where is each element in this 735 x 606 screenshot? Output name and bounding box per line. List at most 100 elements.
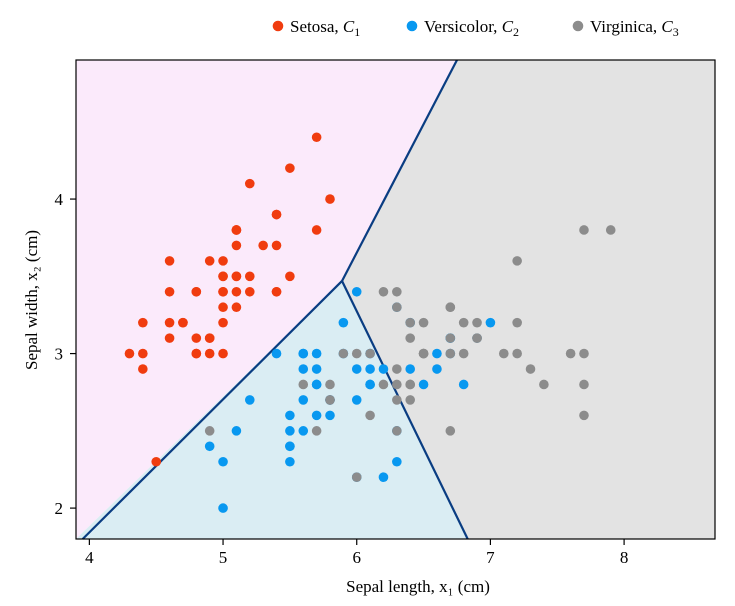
point-class-1 [231, 225, 242, 235]
point-class-3 [445, 426, 456, 436]
point-class-3 [512, 317, 522, 328]
point-class-1 [151, 456, 162, 467]
point-class-3 [392, 286, 402, 297]
point-class-2 [311, 348, 322, 359]
point-class-3 [351, 348, 362, 359]
point-class-3 [405, 379, 416, 390]
point-class-1 [164, 317, 175, 328]
legend-label: Virginica, C3 [590, 17, 679, 39]
x-tick-label: 7 [486, 548, 495, 567]
point-class-3 [579, 379, 589, 390]
point-class-3 [204, 426, 215, 436]
point-class-3 [378, 286, 389, 297]
point-class-2 [485, 317, 496, 328]
legend-label: Setosa, C1 [290, 17, 360, 39]
point-class-1 [178, 317, 188, 328]
point-class-3 [392, 379, 402, 390]
point-class-1 [164, 286, 175, 297]
point-class-2 [311, 379, 322, 390]
legend-label: Versicolor, C2 [424, 17, 519, 39]
point-class-3 [498, 348, 509, 359]
point-class-1 [191, 333, 202, 343]
point-class-1 [231, 240, 242, 251]
point-class-1 [271, 286, 282, 297]
point-class-3 [512, 256, 522, 266]
point-class-2 [432, 348, 442, 359]
x-axis-title: Sepal length, x₁ (cm) [346, 577, 490, 596]
point-class-2 [338, 317, 349, 328]
x-tick-label: 4 [85, 548, 94, 567]
plot-frame [75, 59, 716, 540]
point-class-2 [311, 364, 322, 374]
point-class-1 [164, 333, 175, 343]
y-axis: 2 3 4 [55, 190, 76, 518]
legend-marker [572, 20, 584, 32]
point-class-3 [579, 410, 589, 421]
legend-marker [272, 20, 284, 32]
point-class-1 [218, 286, 228, 297]
point-class-2 [285, 441, 295, 452]
point-class-2 [378, 472, 389, 482]
point-class-2 [231, 426, 242, 436]
point-class-3 [539, 379, 549, 390]
point-class-2 [351, 395, 362, 405]
point-class-3 [405, 317, 416, 328]
point-class-1 [138, 364, 148, 374]
point-class-2 [298, 348, 309, 359]
point-class-1 [325, 194, 335, 204]
point-class-1 [244, 286, 255, 297]
point-class-1 [285, 163, 295, 173]
point-class-3 [472, 317, 482, 328]
point-class-2 [458, 379, 469, 390]
decision-boundaries [81, 59, 469, 540]
point-class-3 [445, 348, 456, 359]
point-class-3 [579, 225, 589, 235]
point-class-1 [218, 348, 228, 359]
point-class-2 [392, 456, 402, 467]
point-class-1 [271, 240, 282, 251]
point-class-1 [244, 178, 255, 189]
point-class-3 [418, 348, 429, 359]
point-class-3 [298, 379, 309, 390]
point-class-2 [298, 395, 309, 405]
point-class-1 [311, 225, 322, 235]
point-class-2 [351, 286, 362, 297]
point-class-3 [338, 348, 349, 359]
boundary-line-1 [81, 280, 343, 540]
point-class-3 [565, 348, 576, 359]
point-class-1 [311, 132, 322, 143]
point-class-1 [204, 333, 215, 343]
y-tick-label: 2 [55, 499, 64, 518]
point-class-3 [392, 395, 402, 405]
y-axis-title: Sepal width, x₂ (cm) [22, 230, 41, 370]
point-class-2 [365, 379, 375, 390]
point-class-2 [244, 395, 255, 405]
x-tick-label: 6 [352, 548, 361, 567]
point-class-3 [311, 426, 322, 436]
point-class-3 [472, 333, 482, 343]
point-class-3 [351, 472, 362, 482]
point-class-1 [244, 271, 255, 282]
region-c3 [342, 60, 715, 539]
point-class-3 [445, 333, 456, 343]
point-class-1 [191, 286, 202, 297]
point-class-3 [365, 410, 375, 421]
x-axis: 4 5 6 7 8 [85, 539, 628, 567]
point-class-1 [218, 271, 228, 282]
point-class-3 [579, 348, 589, 359]
point-class-3 [392, 302, 402, 313]
point-class-3 [458, 348, 469, 359]
boundary-line-2 [341, 59, 458, 282]
point-class-2 [285, 410, 295, 421]
point-class-3 [605, 225, 616, 235]
point-class-3 [365, 348, 375, 359]
boundary-line-3 [341, 280, 469, 540]
point-class-3 [445, 302, 456, 313]
point-class-2 [218, 503, 228, 513]
point-class-2 [298, 426, 309, 436]
point-class-1 [258, 240, 268, 251]
point-class-1 [218, 302, 228, 313]
point-class-1 [271, 209, 282, 220]
point-class-2 [418, 379, 429, 390]
